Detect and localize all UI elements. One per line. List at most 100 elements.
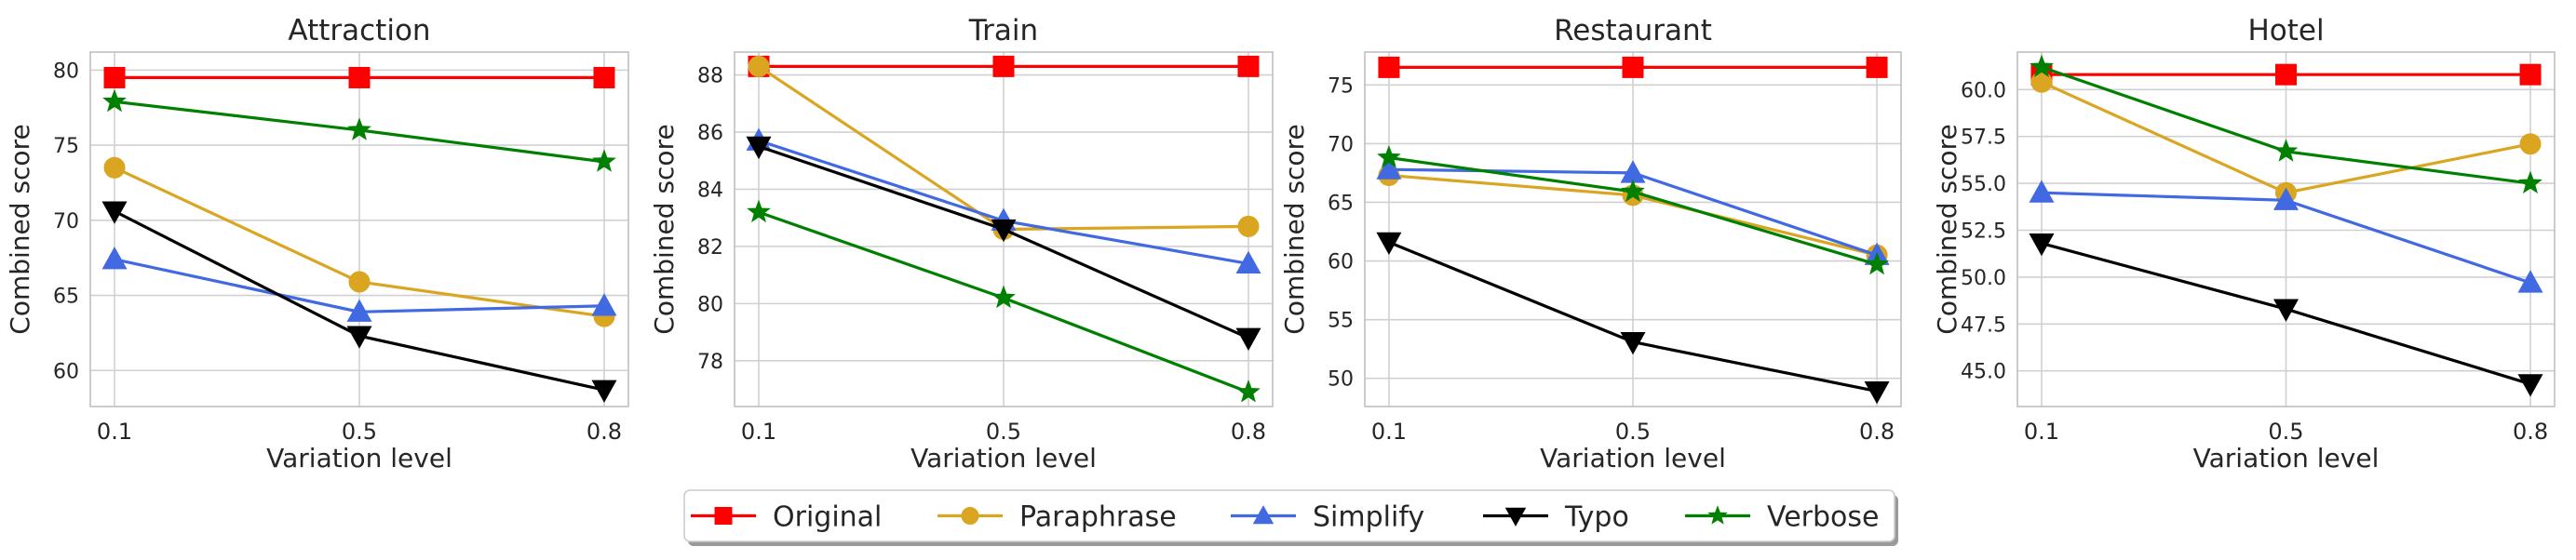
data-point [348, 66, 371, 88]
data-point [101, 247, 128, 270]
data-point [2519, 63, 2542, 86]
x-tick-label: 0.8 [587, 419, 622, 445]
x-tick-label: 0.5 [2268, 419, 2303, 445]
y-tick-label: 82 [697, 236, 723, 260]
y-tick-label: 84 [697, 179, 723, 202]
data-point [1622, 56, 1644, 78]
y-tick-label: 47.5 [1961, 313, 2006, 337]
legend-label: Verbose [1767, 501, 1879, 534]
data-point [346, 326, 372, 349]
plot-frame [1364, 51, 1902, 407]
y-tick-label: 78 [697, 351, 723, 374]
legend-entry-original: Original [691, 501, 882, 534]
x-tick-label: 0.8 [1231, 419, 1266, 445]
data-point [747, 199, 771, 223]
x-tick-label: 0.1 [1371, 419, 1407, 445]
chart-title: Attraction [288, 14, 430, 47]
x-tick-label: 0.5 [342, 419, 377, 445]
series-original [2030, 63, 2542, 86]
data-point [2030, 54, 2054, 78]
legend: Original Paraphrase Simplify Typo Verbose [683, 489, 1898, 546]
y-tick-label: 60.0 [1961, 79, 2006, 102]
y-tick-label: 80 [53, 60, 79, 83]
series-simplify [101, 247, 617, 322]
y-tick-label: 60 [53, 360, 79, 383]
y-tick-label: 50.0 [1961, 267, 2006, 290]
data-point [1376, 232, 1402, 256]
y-tick-label: 45.0 [1961, 361, 2006, 384]
data-point [1865, 251, 1889, 275]
chart-title: Restaurant [1554, 14, 1712, 47]
legend-entry-typo: Typo [1483, 501, 1629, 534]
series-paraphrase [103, 156, 615, 327]
y-tick-label: 60 [1328, 251, 1354, 274]
y-axis-label: Combined score [649, 124, 680, 334]
data-point [2517, 270, 2543, 293]
data-point [748, 55, 770, 77]
series-verbose [747, 199, 1261, 403]
x-tick-label: 0.5 [1615, 419, 1651, 445]
data-point [1235, 327, 1261, 351]
data-point [2517, 374, 2543, 397]
y-tick-label: 88 [697, 65, 723, 88]
legend-label: Typo [1564, 501, 1629, 534]
y-axis-label: Combined score [5, 124, 35, 334]
data-point [1866, 56, 1888, 78]
panel-train: 78 80 82 84 86 88 0.1 0.5 0.8 Train Variation leve… [649, 14, 1274, 473]
data-point [101, 201, 128, 224]
y-tick-label: 55 [1328, 310, 1354, 333]
legend-marker [1707, 505, 1728, 525]
data-point [746, 136, 772, 160]
series-typo [101, 201, 617, 403]
y-tick-label: 75 [1328, 74, 1354, 98]
y-tick-label: 70 [1328, 133, 1354, 156]
series-typo [1376, 232, 1890, 405]
data-point [103, 66, 126, 88]
legend-label: Simplify [1313, 501, 1424, 534]
y-tick-label: 65 [53, 286, 79, 309]
data-point [1235, 250, 1261, 273]
y-tick-label: 52.5 [1961, 220, 2006, 244]
data-point [1378, 56, 1400, 78]
x-tick-label: 0.8 [1859, 419, 1895, 445]
series-original [1378, 56, 1888, 78]
x-tick-label: 0.1 [2024, 419, 2059, 445]
series-verbose [2030, 54, 2542, 194]
legend-marker [1252, 505, 1275, 525]
data-point [991, 219, 1017, 243]
data-point [2030, 71, 2053, 93]
legend-marker [961, 507, 979, 525]
x-tick-label: 0.1 [97, 419, 132, 445]
data-point [2273, 139, 2299, 162]
x-axis-label: Variation level [1540, 443, 1726, 473]
plot-frame [734, 51, 1274, 407]
data-point [1376, 156, 1402, 180]
data-point [1377, 144, 1401, 168]
panel-restaurant: 50 55 60 65 70 75 0.1 0.5 0.8 Restaurant Variation… [1279, 14, 1902, 473]
y-tick-label: 86 [697, 122, 723, 145]
data-point [347, 117, 371, 140]
x-tick-label: 0.1 [741, 419, 776, 445]
legend-marker [1504, 507, 1527, 527]
plot-frame [89, 51, 629, 407]
data-point [2518, 170, 2542, 194]
series-verbose [1377, 144, 1889, 275]
data-point [1237, 215, 1260, 237]
data-point [992, 55, 1015, 77]
y-tick-label: 80 [697, 293, 723, 316]
data-point [348, 271, 371, 293]
data-point [2275, 63, 2297, 86]
x-axis-label: Variation level [910, 443, 1097, 473]
x-tick-label: 0.5 [986, 419, 1021, 445]
data-point [592, 149, 616, 172]
plot-frame [2016, 51, 2556, 407]
y-tick-label: 57.5 [1961, 127, 2006, 150]
data-point [1621, 179, 1645, 203]
legend-entry-verbose: Verbose [1685, 501, 1879, 534]
panel-attraction: 60 65 70 75 80 0.1 0.5 0.8 Attraction Variation l… [5, 14, 629, 473]
data-point [1237, 55, 1260, 77]
y-tick-label: 75 [53, 135, 79, 158]
series-simplify [2029, 180, 2543, 293]
chart-title: Hotel [2247, 14, 2324, 47]
